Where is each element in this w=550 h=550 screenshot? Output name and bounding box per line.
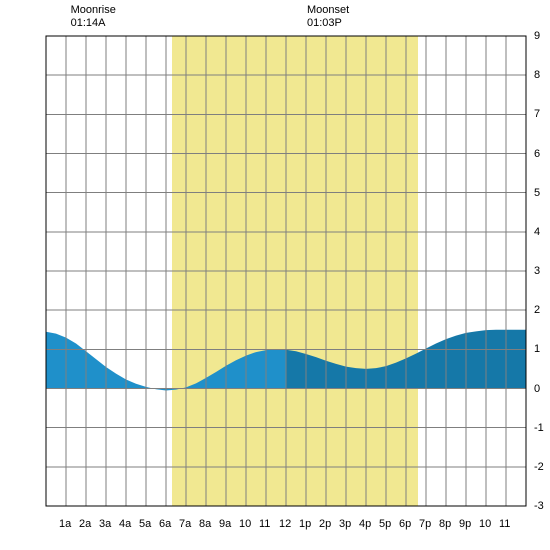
x-tick-label: 7p (419, 518, 431, 530)
moonrise-label: Moonrise (71, 4, 116, 17)
y-tick-label: 0 (534, 383, 540, 395)
y-tick-label: 7 (534, 108, 540, 120)
y-tick-label: 9 (534, 30, 540, 42)
moonrise-annotation: Moonrise01:14A (71, 4, 116, 30)
x-tick-label: 2a (79, 518, 91, 530)
moonset-label: Moonset (307, 4, 349, 17)
x-tick-label: 7a (179, 518, 191, 530)
y-tick-label: 5 (534, 187, 540, 199)
y-tick-label: -2 (534, 461, 544, 473)
y-tick-label: 4 (534, 226, 540, 238)
y-tick-label: 2 (534, 304, 540, 316)
y-tick-label: 3 (534, 265, 540, 277)
x-tick-label: 10 (479, 518, 491, 530)
y-tick-label: 6 (534, 148, 540, 160)
x-tick-label: 4a (119, 518, 131, 530)
x-tick-label: 8p (439, 518, 451, 530)
x-tick-label: 12 (279, 518, 291, 530)
x-tick-label: 4p (359, 518, 371, 530)
x-tick-label: 9p (459, 518, 471, 530)
tide-chart: Moonrise01:14A Moonset01:03P 1a 2a 3a 4a 5a 6a… (0, 0, 550, 550)
x-tick-label: 11 (259, 518, 270, 530)
x-tick-label: 8a (199, 518, 211, 530)
x-tick-label: 6p (399, 518, 411, 530)
x-tick-label: 9a (219, 518, 231, 530)
x-tick-label: 1p (299, 518, 311, 530)
moonset-time: 01:03P (307, 17, 349, 30)
x-tick-label: 2p (319, 518, 331, 530)
x-tick-label: 3a (99, 518, 111, 530)
x-tick-label: 3p (339, 518, 351, 530)
chart-svg (0, 0, 550, 550)
moonrise-time: 01:14A (71, 17, 116, 30)
x-tick-label: 5p (379, 518, 391, 530)
moonset-annotation: Moonset01:03P (307, 4, 349, 30)
y-tick-label: -3 (534, 500, 544, 512)
x-tick-label: 5a (139, 518, 151, 530)
x-tick-label: 1a (59, 518, 71, 530)
x-tick-label: 6a (159, 518, 171, 530)
y-tick-label: -1 (534, 422, 544, 434)
y-tick-label: 1 (534, 343, 540, 355)
y-tick-label: 8 (534, 69, 540, 81)
x-tick-label: 11 (499, 518, 510, 530)
x-tick-label: 10 (239, 518, 251, 530)
